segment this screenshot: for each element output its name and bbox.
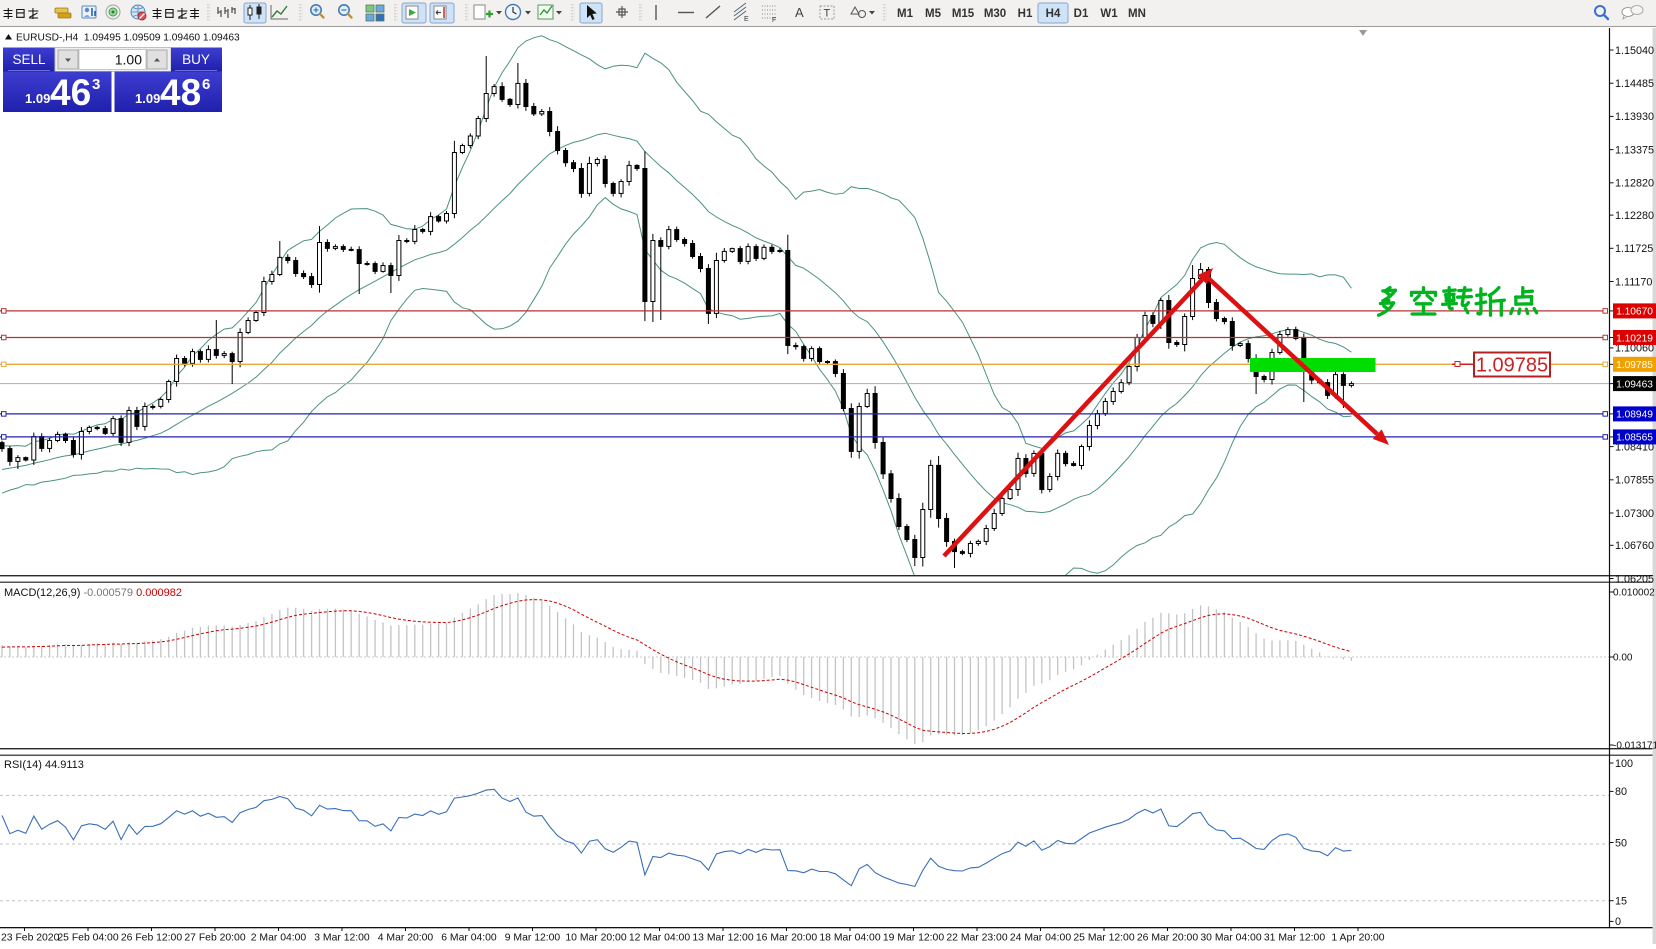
svg-text:1.06760: 1.06760 <box>1615 540 1654 552</box>
svg-text:1.11725: 1.11725 <box>1615 243 1653 255</box>
svg-text:SELL: SELL <box>12 52 46 67</box>
svg-text:M1: M1 <box>897 8 914 20</box>
svg-text:1.10670: 1.10670 <box>1616 307 1653 318</box>
svg-text:16 Mar 20:00: 16 Mar 20:00 <box>756 933 817 944</box>
svg-text:3 Mar 12:00: 3 Mar 12:00 <box>314 933 370 944</box>
svg-text:1 Apr 20:00: 1 Apr 20:00 <box>1331 933 1384 944</box>
svg-text:30 Mar 04:00: 30 Mar 04:00 <box>1200 933 1261 944</box>
svg-text:H1: H1 <box>1018 8 1033 20</box>
svg-text:25 Mar 12:00: 25 Mar 12:00 <box>1073 933 1134 944</box>
svg-text:9 Mar 12:00: 9 Mar 12:00 <box>505 933 561 944</box>
svg-text:MACD(12,26,9) -0.000579 0.0009: MACD(12,26,9) -0.000579 0.000982 <box>4 587 182 599</box>
svg-text:1.12280: 1.12280 <box>1615 210 1654 222</box>
svg-text:EURUSD-,H4 1.09495 1.09509 1.: EURUSD-,H4 1.09495 1.09509 1.09460 1.094… <box>16 33 240 44</box>
svg-text:26 Feb 12:00: 26 Feb 12:00 <box>121 933 182 944</box>
svg-text:13 Mar 12:00: 13 Mar 12:00 <box>692 933 753 944</box>
svg-text:1.07855: 1.07855 <box>1615 475 1654 487</box>
svg-text:1.06205: 1.06205 <box>1615 573 1654 585</box>
svg-text:3: 3 <box>92 76 100 93</box>
svg-text:E: E <box>744 16 749 23</box>
svg-text:50: 50 <box>1615 837 1627 849</box>
svg-text:6: 6 <box>202 76 210 93</box>
svg-text:12 Mar 04:00: 12 Mar 04:00 <box>629 933 690 944</box>
svg-text:19 Mar 12:00: 19 Mar 12:00 <box>883 933 944 944</box>
svg-text:22 Mar 23:00: 22 Mar 23:00 <box>946 933 1007 944</box>
svg-text:BUY: BUY <box>182 52 210 67</box>
svg-text:31 Mar 12:00: 31 Mar 12:00 <box>1264 933 1325 944</box>
svg-text:1.08565: 1.08565 <box>1616 433 1653 444</box>
svg-text:23 Feb 2020: 23 Feb 2020 <box>1 933 60 944</box>
svg-text:H4: H4 <box>1046 8 1061 20</box>
svg-text:27 Feb 20:00: 27 Feb 20:00 <box>184 933 245 944</box>
svg-text:48: 48 <box>160 72 201 113</box>
svg-text:0.010002: 0.010002 <box>1613 588 1655 599</box>
svg-text:26 Mar 20:00: 26 Mar 20:00 <box>1137 933 1198 944</box>
svg-text:A: A <box>795 5 804 20</box>
svg-text:D1: D1 <box>1074 8 1089 20</box>
svg-text:1.13375: 1.13375 <box>1615 144 1654 156</box>
svg-text:W1: W1 <box>1100 8 1118 20</box>
svg-text:1.09785: 1.09785 <box>1616 360 1653 371</box>
svg-text:1.08949: 1.08949 <box>1616 410 1653 421</box>
svg-text:T: T <box>824 8 831 20</box>
svg-text:1.00: 1.00 <box>115 52 142 68</box>
svg-text:1.11170: 1.11170 <box>1615 276 1652 288</box>
svg-text:2 Mar 04:00: 2 Mar 04:00 <box>251 933 307 944</box>
svg-text:80: 80 <box>1615 786 1627 798</box>
svg-text:1.14485: 1.14485 <box>1615 78 1654 90</box>
svg-text:M30: M30 <box>984 8 1006 20</box>
svg-text:1.09: 1.09 <box>135 91 160 106</box>
svg-text:6 Mar 04:00: 6 Mar 04:00 <box>441 933 497 944</box>
svg-text:1.10219: 1.10219 <box>1616 333 1653 344</box>
svg-text:1.09463: 1.09463 <box>1616 379 1653 390</box>
svg-text:0: 0 <box>1615 916 1621 928</box>
svg-text:25 Feb 04:00: 25 Feb 04:00 <box>57 933 118 944</box>
svg-text:15: 15 <box>1615 896 1627 908</box>
svg-text:M15: M15 <box>952 8 975 20</box>
svg-text:1.09785: 1.09785 <box>1476 355 1548 377</box>
svg-text:1.15040: 1.15040 <box>1615 45 1654 57</box>
svg-text:1.13930: 1.13930 <box>1615 111 1654 123</box>
svg-text:1.12820: 1.12820 <box>1615 178 1654 190</box>
svg-text:MN: MN <box>1128 8 1146 20</box>
svg-text:-0.013171: -0.013171 <box>1613 741 1656 752</box>
svg-text:F: F <box>772 17 776 24</box>
svg-text:1.09: 1.09 <box>25 91 50 106</box>
svg-text:46: 46 <box>50 72 91 113</box>
svg-text:RSI(14) 44.9113: RSI(14) 44.9113 <box>4 759 84 771</box>
svg-text:100: 100 <box>1615 758 1633 770</box>
svg-text:4 Mar 20:00: 4 Mar 20:00 <box>378 933 434 944</box>
svg-text:M5: M5 <box>925 8 942 20</box>
svg-text:1.07300: 1.07300 <box>1615 508 1654 520</box>
svg-text:10 Mar 20:00: 10 Mar 20:00 <box>565 933 626 944</box>
svg-text:24 Mar 04:00: 24 Mar 04:00 <box>1010 933 1071 944</box>
svg-text:0.00: 0.00 <box>1613 653 1633 664</box>
svg-text:18 Mar 04:00: 18 Mar 04:00 <box>819 933 880 944</box>
